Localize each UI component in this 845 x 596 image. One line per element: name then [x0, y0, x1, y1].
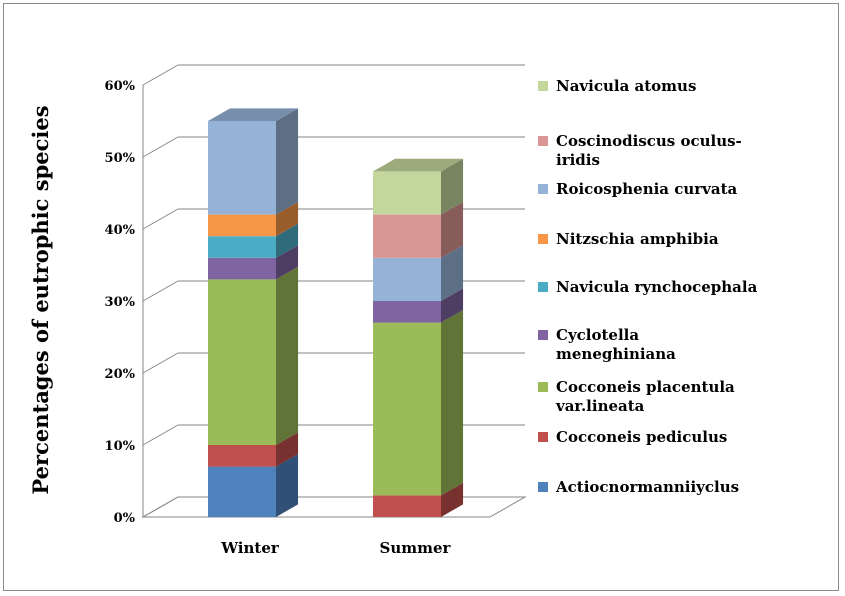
y-tick-label: 0% — [114, 511, 136, 526]
legend-swatch — [538, 234, 548, 244]
bar-side-winter — [276, 266, 299, 445]
bar-segment-summer — [373, 257, 441, 301]
legend-label: Roicosphenia curvata — [556, 180, 738, 198]
x-tick-label: Winter — [220, 539, 280, 557]
legend-swatch — [538, 282, 548, 292]
legend-label: meneghiniana — [556, 345, 676, 363]
legend-swatch — [538, 432, 548, 442]
gridline-diagonal — [142, 280, 179, 302]
gridline-diagonal — [142, 352, 179, 374]
y-tick-label: 10% — [105, 439, 136, 454]
bar-side-winter — [276, 202, 299, 237]
legend-swatch — [538, 136, 548, 146]
bar-top-summer — [373, 158, 464, 172]
y-tick-label: 40% — [105, 223, 136, 238]
gridline-diagonal — [142, 136, 179, 158]
bar-segment-winter — [208, 257, 276, 280]
bar-segment-winter — [208, 214, 276, 237]
legend-label: Cocconeis pediculus — [556, 428, 727, 446]
bar-segment-summer — [373, 322, 441, 496]
legend-label: Cyclotella — [556, 326, 639, 344]
y-tick-label: 30% — [105, 295, 136, 310]
legend-label: Navicula atomus — [556, 77, 696, 95]
legend-label: Coscinodiscus oculus- — [556, 132, 742, 150]
bar-side-summer — [441, 202, 464, 258]
bar-side-summer — [441, 310, 464, 496]
bar-segment-summer — [373, 214, 441, 258]
legend-swatch — [538, 81, 548, 91]
y-tick-label: 50% — [105, 151, 136, 166]
bar-segment-summer — [373, 301, 441, 323]
legend-swatch — [538, 382, 548, 392]
legend-label: iridis — [556, 151, 600, 169]
bar-segment-winter — [208, 466, 276, 517]
bar-side-winter — [276, 223, 299, 258]
bar-top-winter — [208, 108, 299, 121]
bar-side-summer — [441, 482, 464, 517]
bar-side-winter — [276, 432, 299, 467]
y-tick-label: 60% — [105, 79, 136, 94]
bar-segment-summer — [373, 495, 441, 517]
y-axis-title: Percentages of eutrophic species — [28, 105, 53, 494]
legend-label: Navicula rynchocephala — [556, 278, 758, 296]
x-tick-label: Summer — [380, 539, 452, 557]
bar-segment-winter — [208, 445, 276, 467]
legend-swatch — [538, 330, 548, 340]
bar-segment-summer — [373, 171, 441, 215]
gridline-diagonal — [142, 208, 179, 230]
bar-side-winter — [276, 108, 299, 215]
chart-floor — [141, 496, 527, 518]
legend-label: Actiocnormanniiyclus — [555, 478, 739, 496]
legend-label: var.lineata — [555, 397, 645, 415]
gridline-diagonal — [142, 424, 179, 446]
legend-swatch — [538, 184, 548, 194]
bar-segment-winter — [208, 236, 276, 258]
bar-side-winter — [276, 245, 299, 280]
bar-side-winter — [276, 454, 299, 517]
bar-segment-winter — [208, 121, 276, 215]
legend-label: Cocconeis placentula — [556, 378, 735, 396]
bar-segment-winter — [208, 279, 276, 445]
gridline-diagonal — [142, 64, 179, 86]
legend-label: Nitzschia amphibia — [556, 230, 719, 248]
legend-swatch — [538, 482, 548, 492]
bar-side-summer — [441, 245, 464, 301]
bar-side-summer — [441, 288, 464, 323]
y-tick-label: 20% — [105, 367, 136, 382]
bar-side-summer — [441, 158, 464, 215]
